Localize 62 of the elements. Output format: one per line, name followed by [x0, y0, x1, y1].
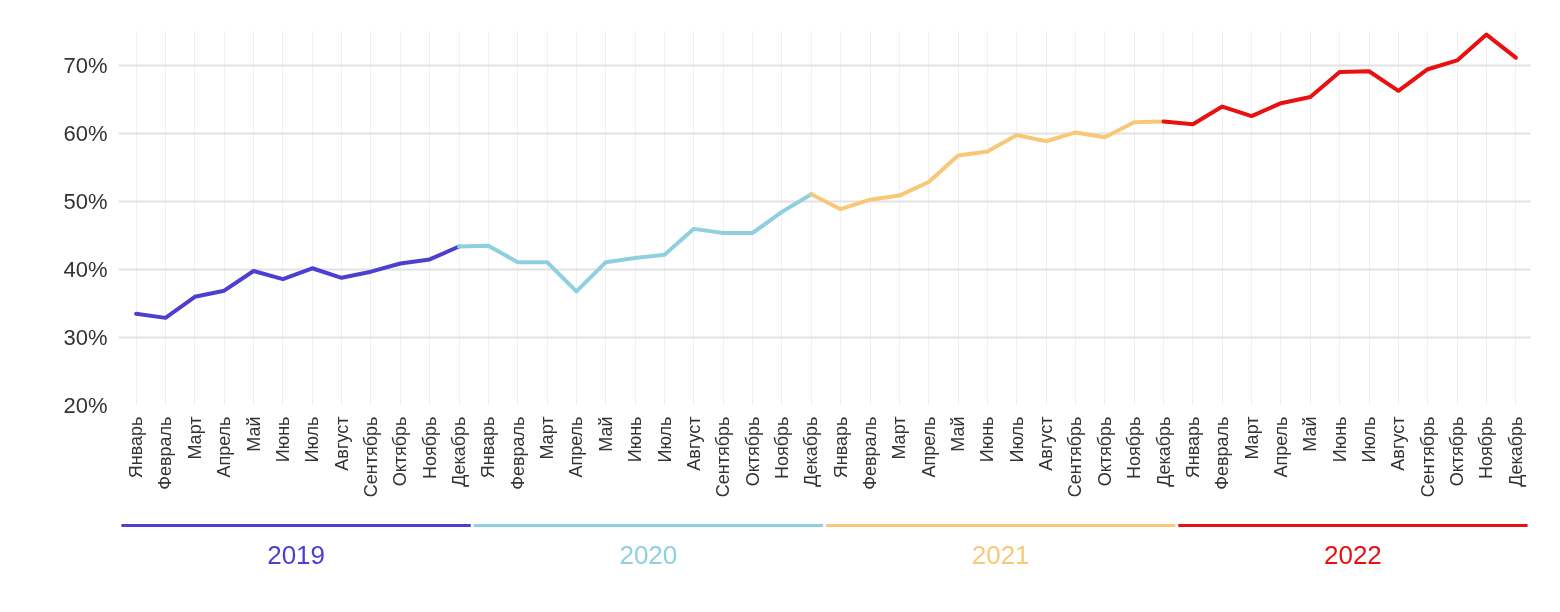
y-tick-label: 70% [63, 53, 108, 79]
x-tick-label: Апрель [214, 416, 235, 478]
x-tick-label: Ноябрь [771, 416, 792, 479]
x-tick-label: Октябрь [1094, 416, 1115, 487]
text: 2022 [1323, 539, 1382, 570]
x-tick-label: Май [948, 416, 969, 452]
x-tick-label: Январь [126, 416, 147, 479]
x-tick-label: Август [683, 416, 704, 471]
x-tick-label: Ноябрь [1476, 416, 1497, 479]
y-tick-label: 20% [63, 393, 108, 418]
x-tick-label: Сентябрь [713, 416, 734, 498]
x-tick-label: Декабрь [1153, 416, 1174, 487]
x-tick-label: Сентябрь [1065, 416, 1086, 498]
x-tick-label: Декабрь [449, 416, 470, 487]
x-tick-label: Октябрь [742, 416, 763, 487]
x-tick-label: Январь [1182, 416, 1203, 479]
x-tick-label: Май [1300, 416, 1321, 452]
x-tick-label: Июль [1006, 416, 1027, 463]
line-series [457, 192, 814, 294]
x-tick-label: Март [184, 416, 205, 460]
x-tick-label: Февраль [860, 416, 880, 490]
x-tick-label: Май [595, 416, 616, 452]
line-series [809, 119, 1166, 212]
x-tick-label: Апрель [1270, 416, 1291, 478]
x-tick-label: Январь [478, 416, 499, 479]
x-tick-label: Август [1388, 416, 1409, 471]
y-tick-label: 30% [63, 325, 108, 351]
text: 2019 [267, 539, 326, 570]
x-tick-label: Июнь [272, 416, 293, 463]
x-tick-label: Ноябрь [419, 416, 440, 479]
x-tick-label: Сентябрь [1417, 416, 1438, 498]
line-series [134, 244, 462, 320]
x-tick-label: Январь [830, 416, 851, 479]
x-tick-label: Декабрь [1505, 416, 1526, 487]
y-tick-label: 60% [63, 121, 108, 147]
x-tick-label: Июль [1359, 416, 1380, 463]
x-tick-label: Июнь [625, 416, 646, 463]
x-tick-label: Апрель [918, 416, 939, 478]
x-tick-label: Август [1036, 416, 1057, 471]
text: 2021 [971, 539, 1030, 570]
x-tick-label: Сентябрь [360, 416, 381, 498]
x-tick-label: Декабрь [801, 416, 822, 487]
x-tick-label: Март [1241, 416, 1262, 460]
x-tick-label: Июнь [1329, 416, 1350, 463]
x-tick-label: Октябрь [390, 416, 411, 487]
x-tick-label: Февраль [155, 416, 176, 490]
line-series [1161, 32, 1518, 127]
x-tick-label: Ноябрь [1124, 416, 1145, 479]
x-tick-label: Август [331, 416, 352, 471]
x-tick-label: Июнь [977, 416, 998, 463]
x-tick-label: Июль [654, 416, 675, 463]
x-tick-label: Февраль [507, 416, 528, 490]
y-tick-label: 40% [63, 257, 108, 283]
text: 2020 [619, 539, 678, 570]
x-tick-label: Март [537, 416, 558, 460]
y-tick-label: 50% [63, 189, 108, 215]
x-tick-label: Март [889, 416, 910, 460]
x-tick-label: Октябрь [1447, 416, 1468, 487]
x-tick-label: Май [243, 416, 264, 452]
x-tick-label: Апрель [566, 416, 587, 478]
x-tick-label: Июль [302, 416, 323, 463]
x-tick-label: Февраль [1212, 416, 1233, 490]
